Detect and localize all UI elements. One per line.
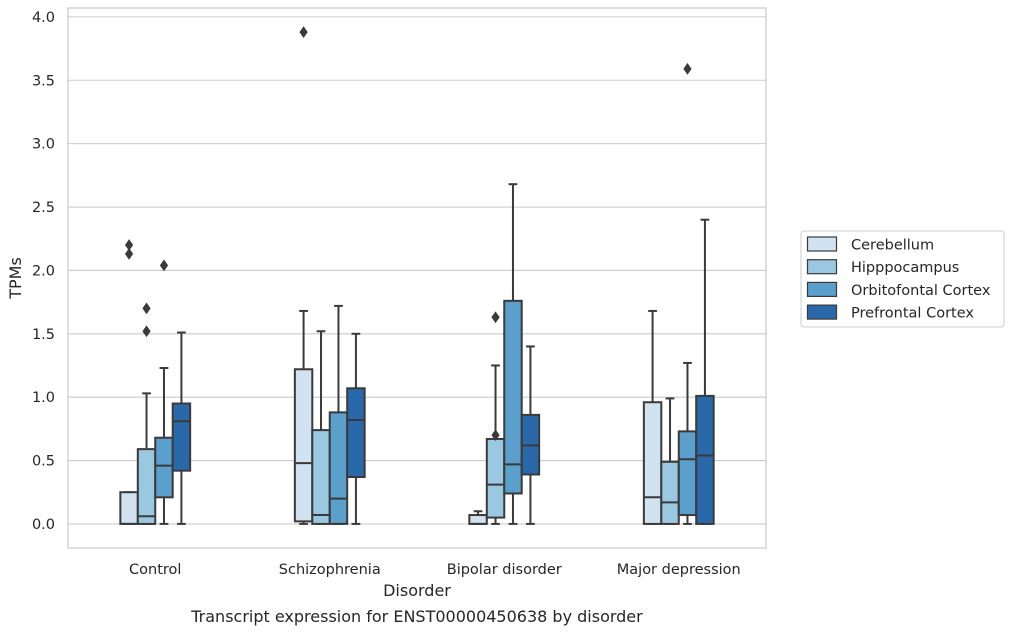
y-tick-label: 0.0: [32, 517, 55, 533]
outlier-point: [124, 239, 134, 251]
box-iqr: [642, 401, 663, 525]
x-tick-label: Bipolar disorder: [447, 562, 562, 578]
legend: Cerebellum Hipppocampus Orbitofontal Corte…: [800, 230, 1005, 328]
x-axis-label: Disorder: [383, 581, 451, 600]
box-prefrontal-cortex: [171, 331, 192, 525]
legend-label: Orbitofontal Cortex: [851, 283, 991, 299]
box-prefrontal-cortex: [695, 218, 715, 525]
box-orbitofontal-cortex: [503, 183, 523, 525]
box-iqr: [311, 429, 331, 525]
box-hipppocampus: [485, 311, 506, 525]
legend-label: Cerebellum: [851, 238, 934, 254]
box-iqr: [485, 437, 506, 519]
box-iqr: [119, 491, 139, 525]
box-prefrontal-cortex: [520, 345, 541, 525]
box-iqr: [695, 394, 715, 525]
box-iqr: [328, 411, 349, 525]
legend-frame: [800, 230, 1005, 328]
y-tick-label: 0.5: [32, 454, 55, 470]
legend-swatch: [806, 236, 838, 252]
box-iqr: [293, 368, 314, 523]
legend-label: Hipppocampus: [851, 260, 959, 276]
y-tick-label: 3.5: [32, 73, 55, 89]
box-hipppocampus: [136, 302, 157, 525]
box-cerebellum: [119, 239, 139, 525]
y-tick-label: 2.5: [32, 200, 55, 216]
outlier-point: [142, 302, 151, 315]
box-iqr: [171, 402, 192, 472]
y-axis-label: TPMs: [6, 257, 25, 300]
outlier-point: [159, 259, 169, 272]
y-tick-label: 3.0: [32, 137, 55, 153]
x-tick-label: Control: [129, 562, 181, 578]
x-tick-label: Schizophrenia: [279, 562, 381, 578]
box-iqr: [677, 430, 698, 517]
plot-frame: [67, 7, 767, 549]
y-tick-label: 1.5: [32, 327, 55, 343]
x-tick-label: Major depression: [617, 562, 741, 578]
box-prefrontal-cortex: [346, 332, 366, 525]
box-orbitofontal-cortex: [677, 62, 698, 525]
legend-swatch: [806, 281, 838, 297]
y-axis-ticks: 0.0 0.5 1.0 1.5 2.0 2.5 3.0 3.5 4.0: [32, 10, 55, 533]
x-axis-ticks: Control Schizophrenia Bipolar disorder Majo…: [129, 562, 741, 578]
outlier-point: [491, 311, 500, 324]
box-cerebellum: [642, 309, 663, 525]
box-plots: [119, 26, 715, 525]
legend-swatch: [806, 304, 838, 320]
box-orbitofontal-cortex: [154, 259, 174, 525]
box-iqr: [660, 460, 680, 525]
legend-label: Prefrontal Cortex: [851, 306, 974, 322]
box-iqr: [154, 436, 174, 499]
outlier-point: [299, 26, 308, 38]
y-tick-label: 4.0: [32, 10, 55, 26]
box-orbitofontal-cortex: [328, 304, 349, 525]
box-hipppocampus: [311, 330, 331, 525]
box-hipppocampus: [660, 397, 680, 525]
box-iqr: [346, 387, 366, 479]
box-cerebellum: [293, 26, 314, 525]
box-iqr: [503, 299, 523, 495]
box-cerebellum: [468, 510, 488, 525]
box-iqr: [468, 514, 488, 525]
chart-caption: Transcript expression for ENST0000045063…: [190, 607, 643, 626]
box-iqr: [136, 448, 157, 525]
outlier-point: [491, 429, 500, 442]
outlier-point: [124, 248, 134, 260]
outlier-point: [142, 325, 151, 338]
y-tick-label: 1.0: [32, 390, 55, 406]
y-tick-label: 2.0: [32, 263, 55, 279]
outlier-point: [683, 62, 692, 75]
legend-swatch: [806, 259, 838, 275]
